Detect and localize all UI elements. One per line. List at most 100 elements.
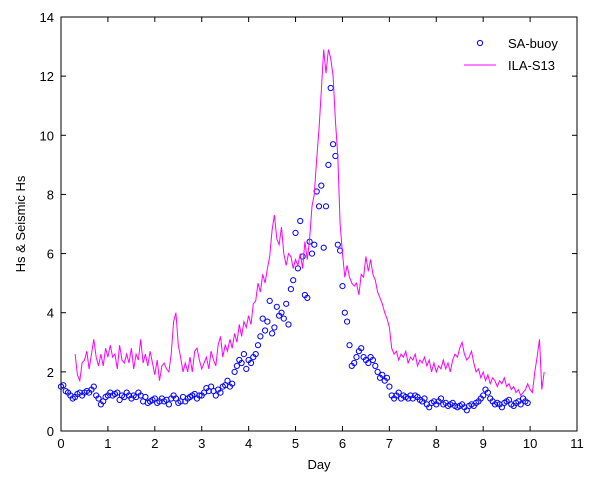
data-point — [341, 309, 348, 316]
data-point — [280, 315, 287, 322]
x-tick-label: 1 — [104, 436, 111, 451]
series-ila-s13 — [74, 49, 545, 397]
plot-frame — [60, 16, 578, 432]
data-point — [229, 380, 236, 387]
data-point — [266, 297, 273, 304]
data-point — [311, 241, 318, 248]
x-tick-label: 10 — [523, 436, 537, 451]
data-point — [315, 203, 323, 210]
legend-box — [470, 29, 570, 75]
x-tick-label: 5 — [292, 436, 299, 451]
x-tick-label: 6 — [339, 436, 346, 451]
data-point — [142, 393, 149, 401]
y-tick-label: 4 — [47, 306, 54, 321]
data-point — [238, 359, 245, 367]
data-point — [386, 383, 393, 390]
y-axis-title: Hs & Seismic Hs — [13, 175, 28, 272]
legend: SA-buoy ILA-S13 — [464, 29, 570, 75]
data-point — [358, 345, 365, 352]
data-point — [278, 309, 285, 316]
data-point — [287, 286, 294, 293]
x-axis-title: Day — [307, 457, 331, 472]
data-point — [322, 203, 330, 210]
data-point — [262, 327, 269, 334]
data-point — [252, 351, 259, 358]
legend-label-sa-buoy: SA-buoy — [508, 36, 558, 51]
data-point — [290, 277, 297, 284]
x-tick-label: 4 — [245, 436, 252, 451]
data-point — [95, 395, 102, 402]
x-tick-label: 11 — [570, 436, 584, 451]
data-point — [233, 362, 240, 369]
series-line — [74, 49, 545, 397]
data-point — [330, 141, 337, 148]
data-point — [379, 371, 386, 378]
x-axis: 0 1 2 3 4 5 6 7 8 9 10 11 — [57, 17, 584, 451]
data-point — [517, 401, 524, 408]
data-point — [292, 229, 299, 236]
data-point — [351, 359, 358, 367]
data-point — [243, 365, 250, 372]
data-point — [334, 241, 341, 248]
x-tick-label: 2 — [151, 436, 158, 451]
data-point — [353, 354, 360, 361]
data-point — [346, 342, 353, 349]
data-point — [344, 318, 351, 325]
x-tick-label: 3 — [198, 436, 205, 451]
data-point — [231, 368, 238, 375]
data-point — [484, 389, 491, 396]
y-tick-label: 10 — [40, 128, 54, 143]
data-point — [421, 395, 428, 402]
data-point — [259, 315, 266, 322]
data-point — [254, 342, 262, 349]
y-tick-label: 0 — [47, 424, 54, 439]
data-point — [437, 395, 445, 402]
x-tick-label: 0 — [57, 436, 64, 451]
data-point — [212, 392, 219, 399]
data-point — [374, 368, 381, 375]
data-point — [269, 330, 276, 337]
data-point — [224, 377, 231, 384]
data-point — [365, 359, 372, 367]
data-point — [372, 362, 379, 369]
y-tick-label: 8 — [47, 187, 54, 202]
legend-label-ila-s13: ILA-S13 — [508, 58, 555, 73]
data-point — [217, 389, 224, 396]
data-point — [273, 303, 280, 310]
data-point — [297, 217, 304, 225]
data-point — [196, 392, 203, 399]
plot-region — [57, 49, 545, 414]
data-point — [247, 359, 255, 367]
data-point — [480, 392, 487, 399]
x-tick-label: 8 — [433, 436, 440, 451]
data-point — [325, 161, 332, 168]
data-point — [524, 399, 531, 406]
y-tick-label: 6 — [47, 247, 54, 262]
data-point — [271, 324, 278, 331]
y-tick-label: 2 — [47, 365, 54, 380]
data-point — [369, 356, 376, 364]
y-axis: 0 2 4 6 8 10 12 14 — [40, 10, 577, 439]
data-point — [114, 389, 121, 396]
data-point — [283, 300, 290, 307]
data-point — [320, 244, 327, 251]
data-point — [285, 321, 292, 328]
data-point — [308, 250, 316, 257]
data-point — [318, 182, 325, 189]
data-point — [165, 401, 172, 408]
legend-marker-sa-buoy — [476, 39, 484, 47]
x-tick-label: 9 — [480, 436, 487, 451]
data-point — [257, 333, 264, 340]
data-point — [240, 351, 247, 358]
y-tick-label: 12 — [40, 69, 54, 84]
data-point — [383, 374, 391, 381]
data-point — [90, 383, 97, 390]
x-tick-label: 7 — [386, 436, 393, 451]
data-point — [304, 294, 311, 301]
data-point — [264, 318, 271, 325]
data-point — [339, 283, 346, 290]
data-point — [395, 389, 402, 396]
y-tick-label: 14 — [40, 10, 54, 25]
